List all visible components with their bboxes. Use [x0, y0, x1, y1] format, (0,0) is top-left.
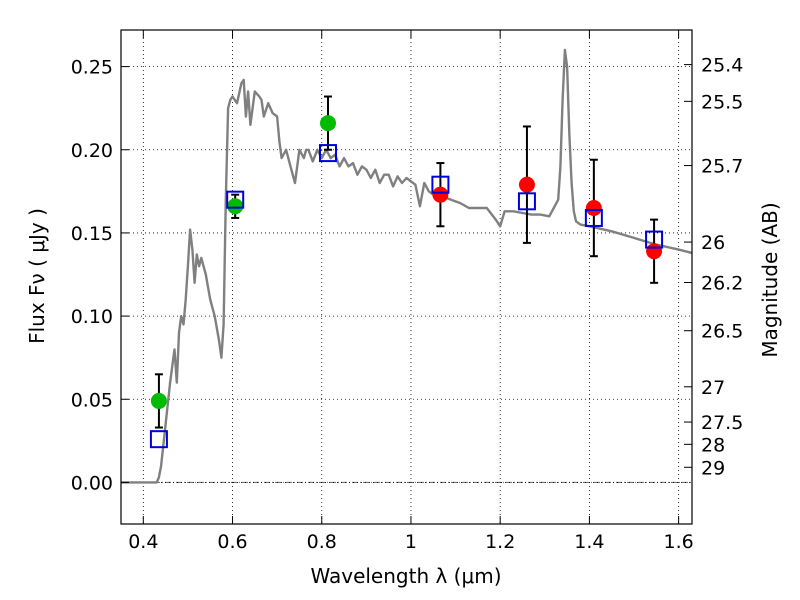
plot-frame: [120, 29, 693, 525]
x-tick-label: 1: [405, 531, 417, 553]
sed-model-layer: [121, 48, 693, 484]
x-tick-label: 0.8: [307, 531, 337, 553]
magnitude-tick-label: 26.2: [701, 272, 743, 294]
axis-ticks-layer: 0.4 0.6 0.8 1 1.2 1.4 1.6 0.00 0.05 0.10 0.15 0.20 0…: [71, 30, 743, 553]
photometry-point-layer: [150, 115, 663, 409]
model-flux-square: [517, 192, 536, 211]
photometry-point: [646, 243, 663, 260]
y-tick-label: 0.15: [71, 223, 113, 245]
x-tick-label: 1.2: [485, 531, 515, 553]
magnitude-tick-label: 25.5: [701, 91, 743, 113]
model-flux-square: [431, 175, 450, 194]
magnitude-axis-label: Magnitude (AB): [758, 202, 782, 357]
y-tick-label: 0.10: [71, 306, 113, 328]
error-bar-layer: [154, 95, 659, 429]
y-tick-label: 0.20: [71, 140, 113, 162]
model-flux-square: [318, 144, 337, 163]
x-tick-label: 1.6: [664, 531, 694, 553]
magnitude-tick-label: 26: [701, 232, 725, 254]
sed-model-line: [121, 48, 693, 484]
model-flux-square: [226, 190, 245, 209]
y-tick-label: 0.05: [71, 389, 113, 411]
model-flux-square: [149, 430, 168, 449]
x-tick-label: 0.4: [128, 531, 158, 553]
photometry-point: [150, 392, 167, 409]
photometry-point: [432, 186, 449, 203]
magnitude-tick-label: 26.5: [701, 321, 743, 343]
x-tick-label: 0.6: [217, 531, 247, 553]
magnitude-tick-label: 27.5: [701, 412, 743, 434]
model-flux-square: [584, 208, 603, 227]
magnitude-tick-label: 29: [701, 457, 725, 479]
photometry-point: [585, 199, 602, 216]
magnitude-tick-label: 28: [701, 434, 725, 456]
magnitude-tick-label: 25.7: [701, 156, 743, 178]
model-flux-square-layer: [149, 144, 664, 449]
magnitude-tick-label: 27: [701, 377, 725, 399]
model-flux-square: [645, 230, 664, 249]
y-tick-label: 0.25: [71, 57, 113, 79]
photometry-point: [518, 176, 535, 193]
magnitude-tick-label: 25.4: [701, 55, 743, 77]
photometry-point: [227, 198, 244, 215]
photometry-point: [319, 115, 336, 132]
x-axis-label: Wavelength λ (μm): [310, 564, 501, 588]
y-axis-label: Flux Fν ( μJy ): [25, 208, 49, 344]
x-tick-label: 1.4: [574, 531, 604, 553]
y-tick-label: 0.00: [71, 472, 113, 494]
